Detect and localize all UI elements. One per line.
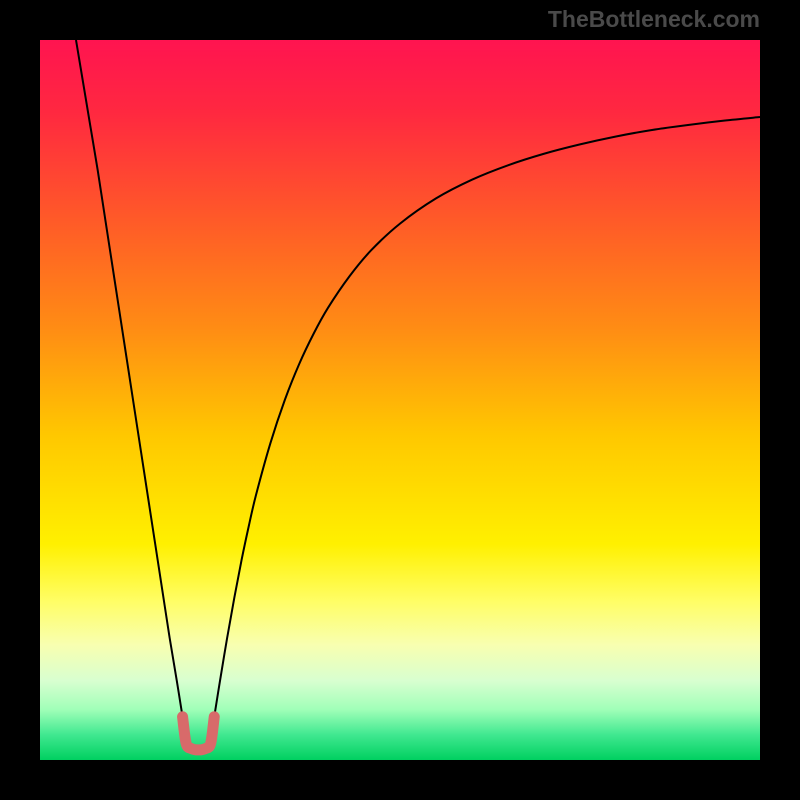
plot-area bbox=[40, 40, 760, 760]
right-curve bbox=[214, 117, 760, 717]
chart-container: TheBottleneck.com bbox=[0, 0, 800, 800]
curve-layer bbox=[40, 40, 760, 760]
bottom-marker bbox=[183, 717, 215, 750]
left-curve bbox=[76, 40, 183, 717]
watermark-text: TheBottleneck.com bbox=[548, 6, 760, 33]
